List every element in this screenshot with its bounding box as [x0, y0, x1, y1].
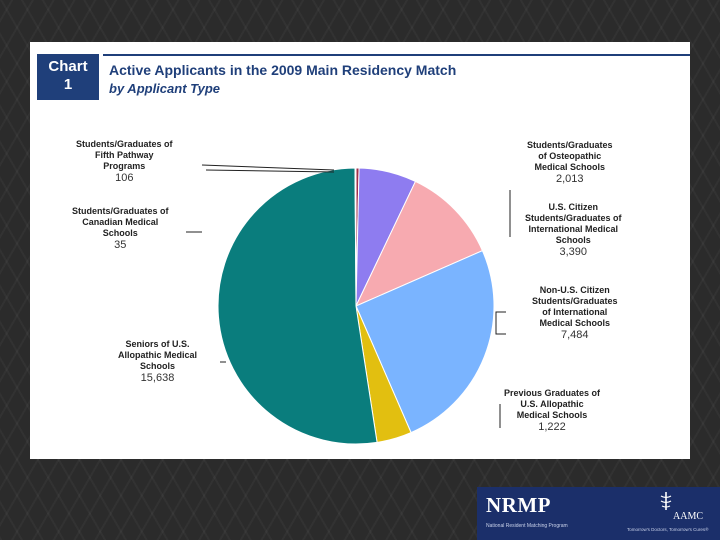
caduceus-icon — [660, 492, 672, 510]
aamc-logo: AAMC — [673, 511, 704, 522]
nrmp-logo: NRMP — [486, 493, 551, 517]
callout-fifth-pathway: Students/Graduates of Fifth Pathway Prog… — [76, 139, 173, 185]
callout-value: 7,484 — [561, 329, 589, 341]
callout-text: Canadian Medical — [82, 217, 159, 227]
callout-text: Programs — [103, 161, 146, 171]
aamc-tagline: Tomorrow's Doctors, Tomorrow's Cures® — [627, 527, 709, 532]
pie-slice-6 — [354, 167, 357, 307]
callout-previous-graduates: Previous Graduates of U.S. Allopathic Me… — [504, 388, 600, 434]
callout-value: 35 — [114, 239, 127, 251]
pie-slice-5 — [217, 167, 378, 445]
title-divider — [103, 54, 690, 56]
callout-value: 1,222 — [538, 421, 566, 433]
callout-text: Fifth Pathway — [95, 150, 154, 160]
badge-number: 1 — [63, 76, 73, 93]
callout-non-us-citizen-img: Non-U.S. Citizen Students/Graduates of I… — [532, 285, 618, 342]
callout-text: U.S. Citizen — [548, 202, 599, 212]
callout-text: of Osteopathic — [538, 151, 602, 161]
leader-line-nonusimg — [495, 311, 506, 335]
leader-line-fifth — [201, 164, 335, 171]
callout-text: Students/Graduates of — [72, 206, 169, 216]
chart-panel: Chart 1 Active Applicants in the 2009 Ma… — [30, 42, 690, 459]
sponsor-logo-bar: NRMP National Resident Matching Program … — [477, 487, 720, 540]
callout-text: Medical Schools — [516, 410, 588, 420]
callout-value: 106 — [115, 172, 134, 184]
callout-text: Students/Graduates — [532, 296, 618, 306]
callout-seniors: Seniors of U.S. Allopathic Medical Schoo… — [118, 339, 197, 385]
callout-text: Students/Graduates of — [76, 139, 173, 149]
callout-value: 2,013 — [556, 173, 584, 185]
chart-title: Active Applicants in the 2009 Main Resid… — [109, 62, 457, 78]
callout-us-citizen-img: U.S. Citizen Students/Graduates of Inter… — [525, 202, 622, 259]
callout-text: Previous Graduates of — [504, 388, 601, 398]
callout-value: 15,638 — [140, 372, 175, 384]
callout-text: Medical Schools — [539, 318, 611, 328]
callout-value: 3,390 — [559, 246, 588, 258]
chart-subtitle: by Applicant Type — [109, 81, 220, 96]
pie-slice-2 — [354, 180, 484, 307]
callout-text: Non-U.S. Citizen — [539, 285, 610, 295]
callout-text: Medical Schools — [534, 162, 606, 172]
callout-text: Students/Graduates of — [525, 213, 622, 223]
leader-line-fifth-b — [205, 169, 335, 173]
badge-label: Chart — [48, 58, 88, 75]
callout-text: U.S. Allopathic — [520, 399, 584, 409]
callout-text: Allopathic Medical — [118, 350, 198, 360]
callout-text: of International — [542, 307, 608, 317]
pie-chart — [186, 164, 511, 445]
callout-text: Schools — [102, 228, 138, 238]
callout-text: Students/Graduates — [527, 140, 613, 150]
pie-slice-3 — [355, 249, 495, 434]
chart-number-badge: Chart 1 — [37, 54, 99, 100]
callout-osteopathic: Students/Graduates of Osteopathic Medica… — [527, 140, 613, 186]
nrmp-tagline: National Resident Matching Program — [486, 523, 568, 529]
callout-text: Schools — [140, 361, 176, 371]
callout-canadian: Students/Graduates of Canadian Medical S… — [72, 206, 169, 252]
callout-text: Schools — [555, 235, 591, 245]
callout-text: International Medical — [528, 224, 619, 234]
callout-text: Seniors of U.S. — [125, 339, 190, 349]
